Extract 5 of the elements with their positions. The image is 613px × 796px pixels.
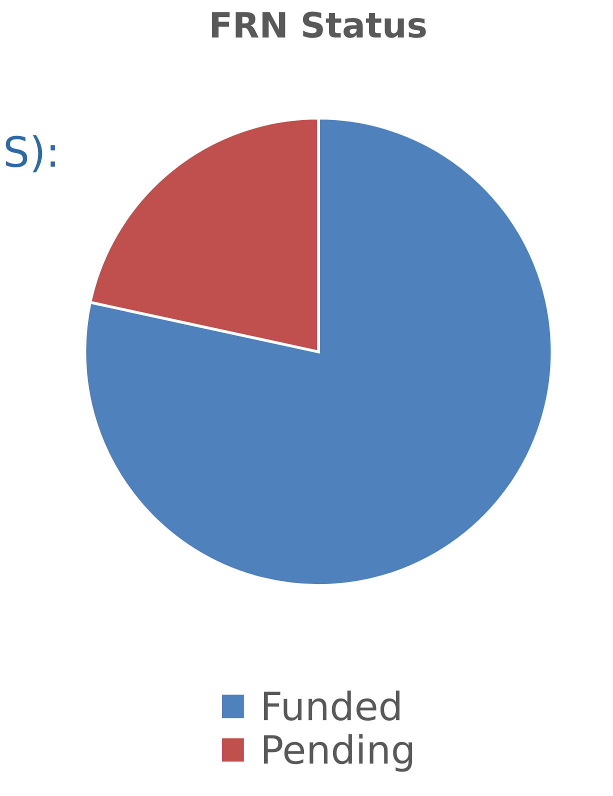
text: S): [6,135,55,172]
chart-title: FRN Status [212,12,426,38]
pie-slice [83,116,554,587]
legend-label: Funded [264,690,400,721]
legend-label: Pending [264,734,412,772]
